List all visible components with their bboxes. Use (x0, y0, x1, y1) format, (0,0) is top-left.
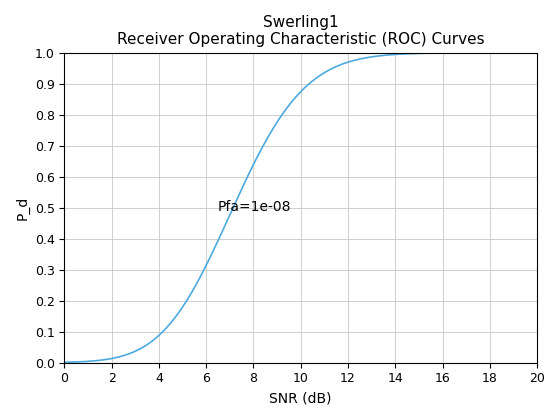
Y-axis label: P_d: P_d (15, 196, 29, 220)
X-axis label: SNR (dB): SNR (dB) (269, 391, 332, 405)
Title: Swerling1
Receiver Operating Characteristic (ROC) Curves: Swerling1 Receiver Operating Characteris… (117, 15, 484, 47)
Text: Pfa=1e-08: Pfa=1e-08 (218, 200, 292, 214)
